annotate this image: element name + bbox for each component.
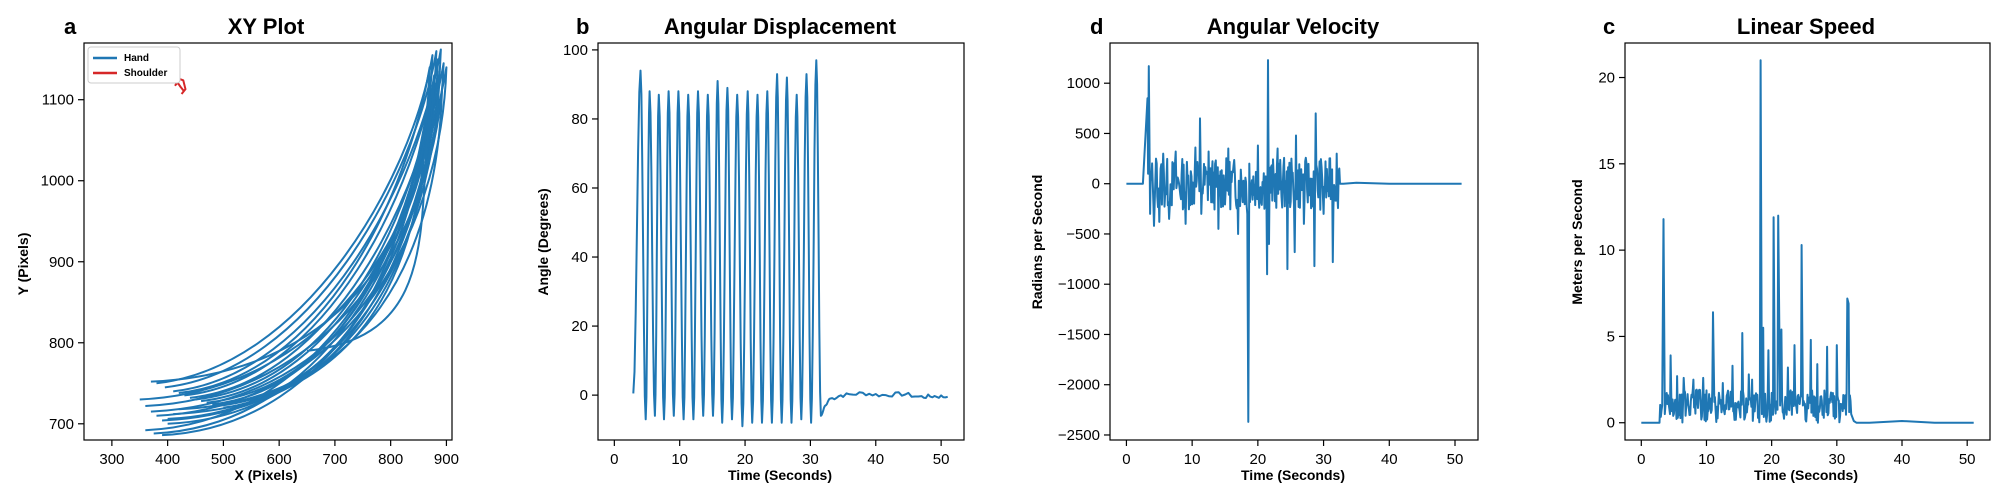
axes-frame — [1109, 42, 1479, 441]
hand-trace-loop — [173, 106, 429, 416]
chart-title: Angular Displacement — [664, 14, 897, 39]
y-axis-label: Angle (Degrees) — [535, 188, 551, 295]
legend-label-hand: Hand — [124, 53, 149, 64]
x-tick-label: 500 — [211, 451, 236, 468]
chart-title: Angular Velocity — [1207, 14, 1380, 39]
x-tick-label: 0 — [610, 451, 618, 468]
x-tick-label: 700 — [322, 451, 347, 468]
plot-area — [632, 59, 948, 428]
x-tick-label: 20 — [737, 451, 754, 468]
series-line — [1641, 59, 1974, 424]
hand-trace-loop — [150, 82, 437, 413]
x-tick-label: 900 — [434, 451, 459, 468]
y-tick-label: 60 — [571, 180, 588, 197]
y-tick-label: −2000 — [1058, 377, 1100, 394]
hand-trace-loop — [178, 90, 443, 411]
hand-trace-loop — [150, 74, 436, 383]
plot-area — [1641, 59, 1974, 424]
y-axis-label: Y (Pixels) — [15, 233, 31, 296]
x-axis-label: Time (Seconds) — [728, 467, 832, 483]
x-tick-label: 30 — [802, 451, 819, 468]
y-tick-label: 500 — [1075, 125, 1100, 142]
y-tick-label: 1000 — [1067, 75, 1100, 92]
panel-angular-velocity: d Angular Velocity Time (Seconds) Radian… — [1029, 14, 1479, 483]
x-tick-label: 800 — [378, 451, 403, 468]
y-tick-label: −1500 — [1058, 326, 1100, 343]
chart-title: XY Plot — [228, 14, 305, 39]
panel-xy-plot: a XY Plot X (Pixels) Y (Pixels) 300 400 50… — [15, 14, 459, 483]
panel-letter: a — [64, 14, 77, 39]
plot-area — [1126, 59, 1462, 423]
y-tick-label: 800 — [49, 335, 74, 352]
x-tick-label: 30 — [1828, 451, 1845, 468]
y-axis-label: Meters per Second — [1569, 179, 1585, 304]
y-tick-label: 0 — [1092, 176, 1100, 193]
chart-title: Linear Speed — [1737, 14, 1875, 39]
x-tick-label: 40 — [867, 451, 884, 468]
legend: Hand Shoulder — [87, 46, 181, 84]
series-line — [632, 59, 948, 428]
panel-letter: b — [576, 14, 589, 39]
y-tick-label: 5 — [1607, 328, 1615, 345]
hand-trace-loop — [153, 50, 438, 435]
y-tick-label: 80 — [571, 111, 588, 128]
x-tick-label: 20 — [1763, 451, 1780, 468]
x-tick-label: 10 — [671, 451, 688, 468]
y-tick-label: 1100 — [42, 92, 74, 109]
x-tick-label: 50 — [1959, 451, 1976, 468]
y-tick-label: −1000 — [1058, 276, 1100, 293]
x-tick-label: 50 — [1447, 451, 1464, 468]
y-tick-label: 15 — [1598, 156, 1615, 173]
axis-ticks: 0 10 20 30 40 50 0 5 10 15 20 — [1598, 70, 1975, 468]
axes-frame — [1624, 42, 1991, 441]
hand-trace-loop — [145, 62, 445, 407]
hand-trace-loop — [139, 58, 440, 401]
panel-letter: c — [1603, 14, 1615, 39]
x-axis-label: X (Pixels) — [234, 467, 297, 483]
x-tick-label: 10 — [1184, 451, 1201, 468]
y-tick-label: 0 — [580, 387, 588, 404]
legend-label-shoulder: Shoulder — [124, 68, 167, 79]
panel-letter: d — [1090, 14, 1103, 39]
axis-ticks: 300 400 500 600 700 800 900 700 800 900 1000 1100 — [41, 92, 459, 468]
x-tick-label: 10 — [1698, 451, 1715, 468]
axis-ticks: 0 10 20 30 40 50 −2500 −2000 −1500 −1000 −500 0 500 1… — [1058, 75, 1463, 468]
x-tick-label: 0 — [1122, 451, 1130, 468]
y-tick-label: 10 — [1598, 242, 1615, 259]
x-tick-label: 50 — [933, 451, 950, 468]
x-tick-label: 400 — [155, 451, 180, 468]
y-tick-label: 20 — [571, 318, 588, 335]
y-tick-label: −2500 — [1058, 427, 1100, 444]
y-tick-label: 40 — [571, 249, 588, 266]
y-tick-label: −500 — [1066, 226, 1100, 243]
x-axis-label: Time (Seconds) — [1241, 467, 1345, 483]
series-line — [1126, 59, 1462, 423]
panel-angular-displacement: b Angular Displacement Time (Seconds) An… — [535, 14, 965, 483]
x-tick-label: 20 — [1250, 451, 1267, 468]
x-tick-label: 40 — [1894, 451, 1911, 468]
x-axis-label: Time (Seconds) — [1754, 467, 1858, 483]
panel-linear-speed: c Linear Speed Time (Seconds) Meters per… — [1569, 14, 1991, 483]
y-tick-label: 700 — [49, 416, 74, 433]
x-tick-label: 40 — [1381, 451, 1398, 468]
x-tick-label: 0 — [1637, 451, 1645, 468]
y-axis-label: Radians per Second — [1029, 175, 1045, 310]
x-tick-label: 300 — [99, 451, 124, 468]
y-tick-label: 20 — [1598, 70, 1615, 87]
y-tick-label: 1000 — [41, 173, 74, 190]
y-tick-label: 100 — [563, 42, 588, 59]
y-tick-label: 900 — [49, 254, 74, 271]
x-tick-label: 30 — [1315, 451, 1332, 468]
axes-frame — [597, 42, 965, 441]
axes-frame — [83, 42, 453, 441]
plot-area — [139, 48, 448, 437]
x-tick-label: 600 — [267, 451, 292, 468]
y-tick-label: 0 — [1607, 415, 1615, 432]
axis-ticks: 0 10 20 30 40 50 0 20 40 60 80 100 — [563, 42, 950, 468]
